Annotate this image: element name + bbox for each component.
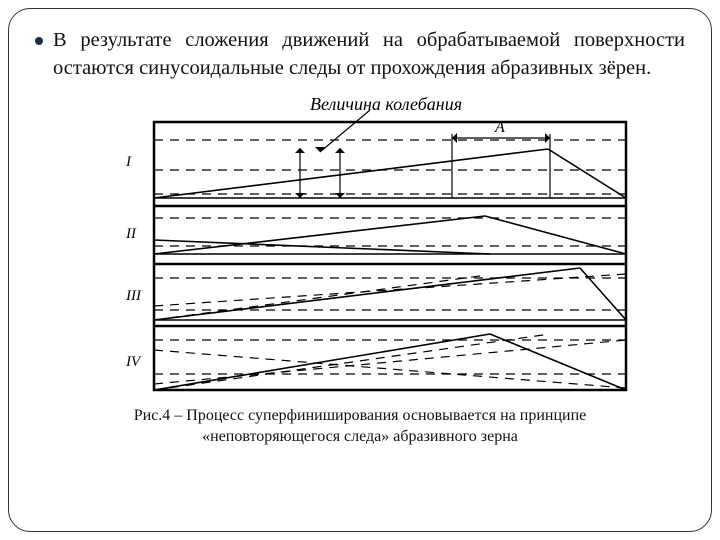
svg-text:Величина колебания: Величина колебания <box>310 94 462 114</box>
bullet-dot-icon <box>35 37 43 45</box>
svg-text:I: I <box>125 154 132 170</box>
svg-text:IV: IV <box>125 354 142 370</box>
bullet-item: В результате сложения движений на обраба… <box>35 27 685 82</box>
figure-caption: Рис.4 – Процесс суперфиниширования основ… <box>134 406 587 448</box>
svg-text:II: II <box>125 226 137 242</box>
figure-block: Величина колебанияIIIIIIIVA Рис.4 – Проц… <box>35 82 685 448</box>
caption-line-2: «неповторяющегося следа» абразивного зер… <box>202 428 518 445</box>
diagram-figure: Величина колебанияIIIIIIIVA <box>80 88 640 398</box>
svg-text:III: III <box>125 288 142 304</box>
svg-text:A: A <box>494 119 505 136</box>
bullet-text: В результате сложения движений на обраба… <box>53 27 685 82</box>
slide-frame: В результате сложения движений на обраба… <box>8 8 712 532</box>
caption-line-1: Рис.4 – Процесс суперфиниширования основ… <box>134 407 587 424</box>
